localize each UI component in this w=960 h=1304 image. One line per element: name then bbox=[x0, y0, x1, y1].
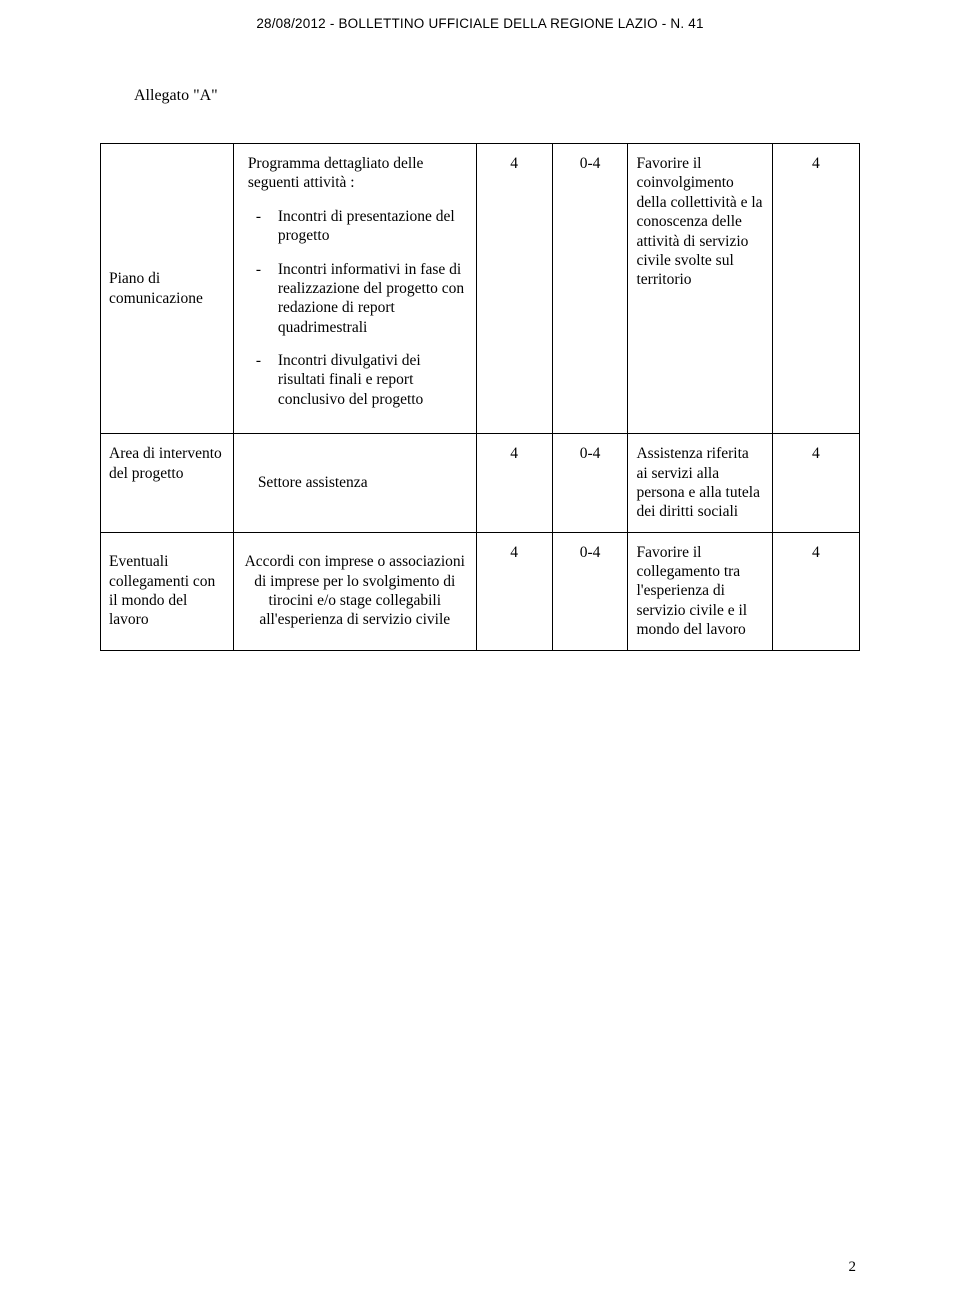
program-bullet: Incontri di presentazione del progetto bbox=[248, 207, 468, 246]
page-header: 28/08/2012 - BOLLETTINO UFFICIALE DELLA … bbox=[0, 0, 960, 31]
program-intro: Programma dettagliato delle seguenti att… bbox=[248, 154, 468, 193]
score-max: 4 bbox=[772, 144, 859, 434]
page-number: 2 bbox=[849, 1259, 857, 1276]
score-weight: 4 bbox=[476, 532, 552, 650]
program-bullet: Incontri divulgativi dei risultati final… bbox=[248, 351, 468, 409]
description-cell: Favorire il coinvolgimento della collett… bbox=[628, 144, 772, 434]
row-label: Eventuali collegamenti con il mondo del … bbox=[101, 532, 234, 650]
criteria-table: Piano di comunicazione Programma dettagl… bbox=[100, 143, 860, 651]
description-cell: Favorire il collegamento tra l'esperienz… bbox=[628, 532, 772, 650]
attachment-title: Allegato "A" bbox=[134, 87, 860, 105]
page-content: Allegato "A" Piano di comunicazione Prog… bbox=[0, 31, 960, 651]
table-row: Piano di comunicazione Programma dettagl… bbox=[101, 144, 860, 434]
score-weight: 4 bbox=[476, 434, 552, 533]
table-row: Eventuali collegamenti con il mondo del … bbox=[101, 532, 860, 650]
score-range: 0-4 bbox=[552, 144, 628, 434]
program-cell: Programma dettagliato delle seguenti att… bbox=[233, 144, 476, 434]
table-row: Area di intervento del progetto Settore … bbox=[101, 434, 860, 533]
score-max: 4 bbox=[772, 532, 859, 650]
program-bullet: Incontri informativi in fase di realizza… bbox=[248, 260, 468, 338]
score-range: 0-4 bbox=[552, 434, 628, 533]
row-label: Piano di comunicazione bbox=[101, 144, 234, 434]
score-weight: 4 bbox=[476, 144, 552, 434]
row-label: Area di intervento del progetto bbox=[101, 434, 234, 533]
agreements-cell: Accordi con imprese o associazioni di im… bbox=[233, 532, 476, 650]
score-max: 4 bbox=[772, 434, 859, 533]
description-cell: Assistenza riferita ai servizi alla pers… bbox=[628, 434, 772, 533]
score-range: 0-4 bbox=[552, 532, 628, 650]
sector-cell: Settore assistenza bbox=[233, 434, 476, 533]
